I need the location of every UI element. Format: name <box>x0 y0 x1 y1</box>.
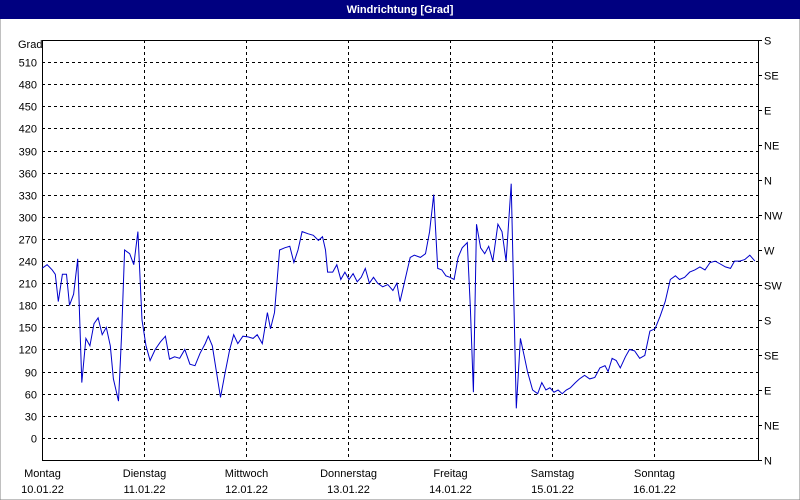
x-tick-label: Montag <box>24 468 61 480</box>
x-tick-date: 15.01.22 <box>531 484 574 496</box>
y2-tick-label: SE <box>764 71 779 83</box>
x-tick-label: Sonntag <box>634 468 675 480</box>
y-tick-label: 330 <box>19 191 37 203</box>
data-line <box>41 183 756 409</box>
y2-tick-label: NE <box>764 141 779 153</box>
y2-tick-label: NW <box>764 211 783 223</box>
x-tick-date: 14.01.22 <box>429 484 472 496</box>
y-tick-label: 480 <box>19 80 37 92</box>
y-tick-label: 180 <box>19 301 37 313</box>
title-bar <box>0 0 800 19</box>
y-tick-label: 240 <box>19 257 37 269</box>
x-tick-label: Dienstag <box>123 468 166 480</box>
y2-tick-label: N <box>764 456 772 468</box>
y-tick-label: 420 <box>19 124 37 136</box>
y2-tick-label: S <box>764 316 771 328</box>
y-tick-label: 450 <box>19 102 37 114</box>
y2-tick-label: NE <box>764 421 779 433</box>
x-tick-label: Mittwoch <box>225 468 268 480</box>
y-tick-label: 510 <box>19 58 37 70</box>
x-tick-date: 13.01.22 <box>327 484 370 496</box>
chart-title: Windrichtung [Grad] <box>347 4 454 16</box>
y-tick-label: 60 <box>25 390 37 402</box>
y2-tick-label: E <box>764 386 771 398</box>
x-tick-label: Donnerstag <box>320 468 377 480</box>
x-tick-date: 16.01.22 <box>633 484 676 496</box>
y2-tick-label: S <box>764 36 771 48</box>
x-tick-label: Freitag <box>433 468 467 480</box>
y2-tick-label: E <box>764 106 771 118</box>
y-tick-label: 390 <box>19 147 37 159</box>
plot-frame <box>42 40 759 461</box>
y-tick-label: 210 <box>19 279 37 291</box>
x-tick-date: 10.01.22 <box>21 484 64 496</box>
y2-tick-label: N <box>764 176 772 188</box>
y-tick-label: 150 <box>19 323 37 335</box>
y-tick-label: 0 <box>31 434 37 446</box>
x-tick-date: 11.01.22 <box>123 484 165 496</box>
y-tick-label: 120 <box>19 345 37 357</box>
y-axis-label: Grad <box>18 39 42 51</box>
y-tick-label: 90 <box>25 368 37 380</box>
y2-tick-label: W <box>764 246 775 258</box>
y2-tick-label: SE <box>764 351 779 363</box>
y-tick-label: 30 <box>25 412 37 424</box>
y-tick-label: 360 <box>19 169 37 181</box>
x-tick-date: 12.01.22 <box>225 484 268 496</box>
y-tick-label: 300 <box>19 213 37 225</box>
x-tick-label: Samstag <box>531 468 574 480</box>
y-tick-label: 270 <box>19 235 37 247</box>
y2-tick-label: SW <box>764 281 782 293</box>
